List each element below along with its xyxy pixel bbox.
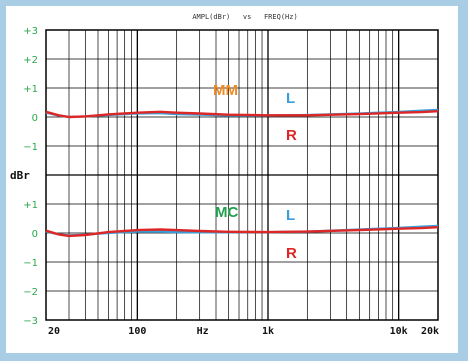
y-tick-label: 0: [32, 113, 38, 124]
y-tick-label: +2: [23, 55, 38, 66]
x-tick-label: 20: [48, 326, 60, 337]
x-tick-label: 100: [128, 326, 146, 337]
y-tick-label: −2: [23, 287, 38, 298]
x-tick-label: Hz: [197, 326, 209, 337]
annotation-mc: MC: [215, 204, 238, 221]
y-tick-label: −3: [23, 316, 38, 327]
plot-border: [45, 29, 439, 321]
x-tick-label: 20k: [421, 326, 439, 337]
x-ticks: 20 100 Hz 1k 10k 20k: [48, 326, 439, 337]
y-tick-label: +1: [23, 84, 38, 95]
y-tick-label: −1: [23, 142, 38, 153]
y-ticks: +3 +2 +1 0 −1 +1 0 −1 −2 −3: [23, 26, 38, 327]
annotation-mm-l: L: [286, 90, 295, 107]
y-tick-label: +1: [23, 200, 38, 211]
y-tick-label: +3: [23, 26, 38, 37]
chart-panel: [6, 6, 458, 353]
annotation-mm-r: R: [286, 127, 297, 144]
y-tick-label: 0: [32, 229, 38, 240]
annotation-mc-l: L: [286, 207, 295, 224]
x-tick-label: 1k: [262, 326, 274, 337]
series-mc-r: [45, 226, 439, 238]
grid: [46, 30, 438, 320]
y-tick-label: −1: [23, 258, 38, 269]
series-mm-r: [45, 110, 439, 119]
x-tick-label: 10k: [390, 326, 408, 337]
annotation-mc-r: R: [286, 245, 297, 262]
chart-title: AMPL(dBr) vs FREQ(Hz): [192, 13, 297, 21]
annotation-mm: MM: [213, 82, 238, 99]
y-axis-label: dBr: [10, 169, 30, 182]
series-layer: [45, 108, 439, 238]
